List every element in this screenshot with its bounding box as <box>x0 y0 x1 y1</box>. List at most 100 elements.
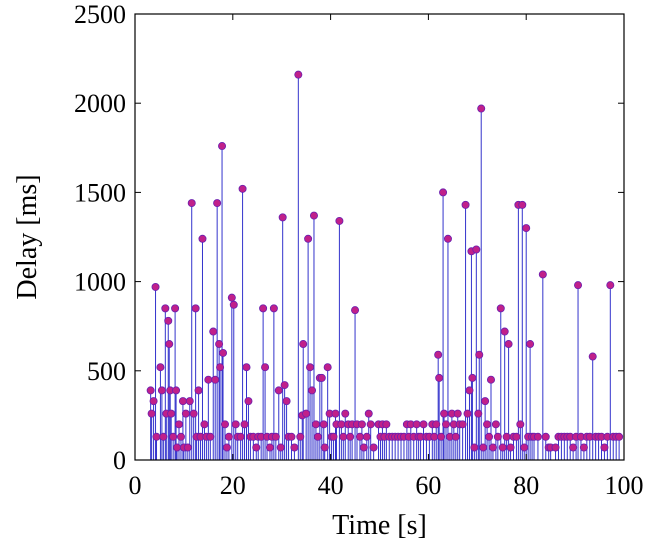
stem-marker <box>282 397 291 406</box>
stem-marker <box>500 327 509 336</box>
stem-marker <box>502 432 511 441</box>
stem-marker <box>329 432 338 441</box>
stem-marker <box>209 327 218 336</box>
stem-marker <box>280 381 289 390</box>
stem-marker <box>541 432 550 441</box>
stem-marker <box>194 386 203 395</box>
stem-marker <box>215 340 224 349</box>
axes-frame <box>134 13 625 461</box>
stem-marker <box>198 234 207 243</box>
stem-marker <box>213 199 222 208</box>
stem-marker <box>236 432 245 441</box>
stem-marker <box>290 443 299 452</box>
stem-marker <box>351 306 360 315</box>
y-tick-label: 1000 <box>74 268 126 297</box>
stem-marker <box>200 420 209 429</box>
stem-marker <box>187 199 196 208</box>
stem-marker <box>518 200 527 209</box>
stem-marker <box>165 340 174 349</box>
stem-marker <box>240 420 249 429</box>
stem-marker <box>472 245 481 254</box>
stem-marker <box>443 234 452 243</box>
stem-marker <box>171 304 180 313</box>
stem-marker <box>309 211 318 220</box>
stem-marker <box>357 420 366 429</box>
stem-marker <box>488 443 497 452</box>
stem-marker <box>506 443 515 452</box>
stem-marker <box>440 409 449 418</box>
stem-marker <box>355 432 364 441</box>
stem-marker <box>147 409 156 418</box>
stem-marker <box>296 432 305 441</box>
stem-marker <box>299 340 308 349</box>
stem-marker <box>175 420 184 429</box>
y-axis-ticks: 0 500 1000 1500 2000 2500 <box>74 0 624 475</box>
stem-marker <box>276 443 285 452</box>
stem-marker <box>451 432 460 441</box>
stem-marker <box>588 352 597 361</box>
stem-series <box>150 74 620 460</box>
stem-marker <box>520 443 529 452</box>
stem-marker <box>244 397 253 406</box>
stem-marker <box>615 432 624 441</box>
stem-marker <box>219 348 228 357</box>
stem-marker <box>204 375 213 384</box>
stem-marker <box>437 432 446 441</box>
stem-marker <box>222 443 231 452</box>
stem-marker <box>189 409 198 418</box>
stem-marker <box>278 213 287 222</box>
stem-marker <box>579 443 588 452</box>
marker-series <box>146 70 624 452</box>
stem-marker <box>172 386 181 395</box>
stem-marker <box>229 300 238 309</box>
stem-marker <box>475 350 484 359</box>
stem-marker <box>430 432 439 441</box>
stem-marker <box>483 420 492 429</box>
stem-marker <box>161 304 170 313</box>
stem-marker <box>319 420 328 429</box>
stem-marker <box>474 409 483 418</box>
stem-marker <box>382 420 391 429</box>
stem-marker <box>227 293 236 302</box>
stem-marker <box>538 270 547 279</box>
x-tick-label: 100 <box>605 471 644 500</box>
stem-marker <box>359 443 368 452</box>
x-tick-label: 0 <box>129 471 142 500</box>
stem-marker <box>458 420 467 429</box>
stem-marker <box>294 70 303 79</box>
stem-marker <box>320 443 329 452</box>
stem-marker <box>362 432 371 441</box>
stem-marker <box>485 432 494 441</box>
stem-marker <box>463 409 472 418</box>
stem-marker <box>439 188 448 197</box>
stem-marker <box>533 432 542 441</box>
stem-marker <box>265 443 274 452</box>
stem-marker <box>498 443 507 452</box>
stem-marker <box>306 363 315 372</box>
stem-marker <box>461 200 470 209</box>
y-axis-label: Delay [ms] <box>12 174 43 299</box>
stem-marker <box>302 409 311 418</box>
stem-marker <box>442 420 451 429</box>
stem-marker <box>574 281 583 290</box>
stem-marker <box>551 443 560 452</box>
stem-marker <box>335 216 344 225</box>
stem-marker <box>419 420 428 429</box>
stem-marker <box>369 443 378 452</box>
stem-marker <box>185 397 194 406</box>
stem-marker <box>453 409 462 418</box>
stem-marker <box>496 304 505 313</box>
stem-marker <box>271 432 280 441</box>
stem-marker <box>238 184 247 193</box>
stem-marker <box>504 340 513 349</box>
stem-marker <box>287 432 296 441</box>
stem-marker <box>346 432 355 441</box>
stem-marker <box>178 397 187 406</box>
stem-marker <box>176 432 185 441</box>
stem-marker <box>526 340 535 349</box>
x-axis-label: Time [s] <box>332 510 427 541</box>
stem-marker <box>169 432 178 441</box>
y-tick-label: 2000 <box>74 89 126 118</box>
stem-marker <box>224 432 233 441</box>
stem-marker <box>159 432 168 441</box>
